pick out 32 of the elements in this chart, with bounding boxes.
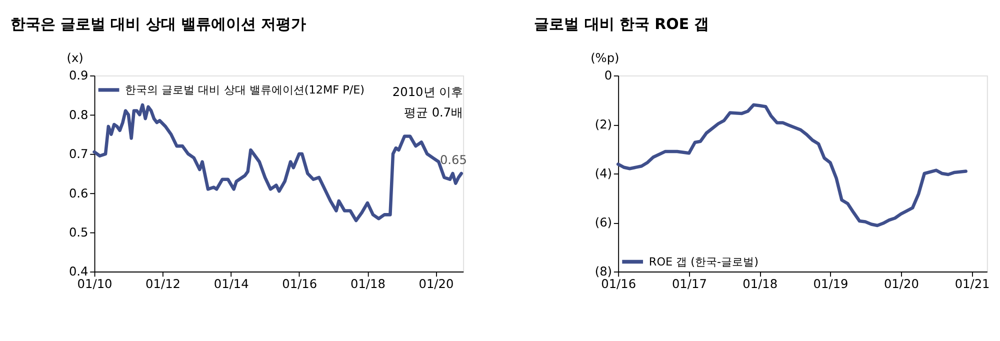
annotation: 2010년 이후 평균 0.7배 <box>392 85 464 120</box>
x-tick-label: 01/18 <box>742 276 778 291</box>
x-tick-label: 01/14 <box>214 276 250 291</box>
x-tick-label: 01/19 <box>813 276 848 291</box>
y-tick-label: (8) <box>594 264 612 279</box>
x-tick-label: 01/21 <box>954 276 990 291</box>
y-tick-label: (6) <box>594 216 612 230</box>
x-tick-label: 01/16 <box>601 276 636 291</box>
y-tick-label: 0 <box>604 68 612 83</box>
y-tick-label: 0.8 <box>68 108 88 122</box>
legend-label: ROE 갭 (한국-글로벌) <box>648 255 758 268</box>
y-tick-label: 0.6 <box>68 186 88 200</box>
y-tick-label: 0.9 <box>68 68 88 83</box>
y-tick-label: 0.7 <box>68 147 88 162</box>
annotation: 0.65 <box>440 153 467 168</box>
line-series <box>616 103 968 228</box>
x-tick-label: 01/18 <box>350 276 386 291</box>
chart-title: 한국은 글로벌 대비 상대 밸류에이션 저평가 <box>10 14 306 33</box>
x-tick-label: 01/20 <box>884 276 919 291</box>
legend-label: 한국의 글로벌 대비 상대 밸류에이션(12MF P/E) <box>125 84 365 97</box>
y-tick-label: (2) <box>594 118 612 132</box>
y-tick-label: 0.5 <box>68 226 88 240</box>
y-axis-title: (x) <box>66 50 84 65</box>
y-tick-label: (4) <box>594 166 612 181</box>
y-tick-label: 0.4 <box>68 264 89 279</box>
x-tick-label: 01/12 <box>146 276 180 291</box>
x-tick-label: 01/17 <box>672 276 707 291</box>
x-tick-label: 01/16 <box>282 276 318 291</box>
chart-title: 글로벌 대비 한국 ROE 갭 <box>534 14 710 33</box>
y-axis-title: (%p) <box>590 50 620 65</box>
x-tick-label: 01/10 <box>77 276 112 291</box>
x-tick-label: 01/20 <box>418 276 454 291</box>
